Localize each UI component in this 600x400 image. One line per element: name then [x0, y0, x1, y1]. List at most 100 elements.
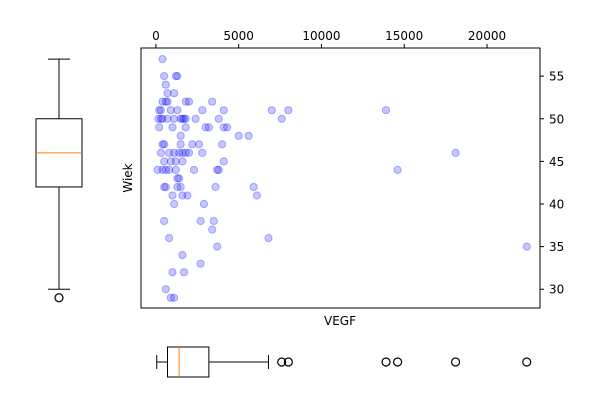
- scatter-point: [204, 123, 213, 132]
- scatter-point: [188, 140, 197, 149]
- scatter-point: [160, 182, 169, 192]
- scatter-point: [170, 293, 179, 302]
- scatter-point: [176, 140, 185, 149]
- outlier-point: [522, 357, 532, 367]
- scatter-point: [161, 182, 170, 192]
- scatter-point: [160, 157, 169, 166]
- scatter-point: [176, 131, 185, 140]
- scatter-point: [181, 123, 190, 132]
- scatter-point: [181, 114, 190, 123]
- x-tick-label: 5000: [223, 29, 254, 43]
- scatter-point: [189, 165, 199, 174]
- scatter-point: [183, 191, 192, 200]
- scatter-point: [179, 114, 189, 123]
- scatter-point: [381, 106, 391, 115]
- scatter-point: [178, 251, 187, 260]
- scatter-point: [175, 148, 184, 157]
- scatter-point: [393, 165, 402, 174]
- scatter-point: [173, 182, 182, 192]
- scatter-point: [252, 191, 261, 200]
- x-tick-label: 10000: [302, 29, 340, 43]
- scatter-point: [170, 114, 179, 123]
- scatter-point: [178, 114, 187, 123]
- scatter-point: [219, 106, 228, 115]
- scatter-point: [178, 148, 187, 157]
- scatter-point: [522, 242, 531, 251]
- scatter-point: [184, 148, 194, 157]
- scatter-point: [194, 140, 203, 149]
- scatter-point: [198, 106, 207, 115]
- scatter-point: [223, 123, 232, 132]
- y-tick-label: 50: [549, 112, 564, 126]
- x-tick-label: 15000: [385, 29, 423, 43]
- scatter-point: [219, 157, 228, 166]
- scatter-point: [158, 114, 167, 123]
- scatter-point: [161, 80, 170, 89]
- scatter-point: [179, 268, 189, 277]
- scatter-point: [176, 114, 185, 123]
- scatter-point: [267, 106, 276, 115]
- x-axis-label: VEGF: [324, 314, 356, 328]
- scatter-point: [170, 148, 179, 157]
- scatter-point: [198, 148, 207, 157]
- scatter-point: [181, 148, 190, 157]
- scatter-point: [178, 191, 187, 200]
- scatter-point: [176, 182, 185, 192]
- scatter-point: [218, 140, 227, 149]
- scatter-point: [181, 97, 190, 106]
- scatter-point: [160, 140, 169, 149]
- scatter-point: [165, 148, 174, 157]
- scatter-point: [191, 114, 200, 123]
- scatter-point: [171, 165, 180, 174]
- scatter-point: [153, 165, 162, 174]
- scatter-point: [170, 199, 179, 209]
- outlier-point: [381, 357, 391, 367]
- outlier-point: [450, 357, 461, 367]
- scatter-point: [170, 89, 179, 98]
- scatter-point: [156, 148, 165, 157]
- scatter-point: [196, 216, 205, 226]
- scatter-point: [213, 242, 222, 251]
- scatter-point: [214, 114, 223, 123]
- scatter-point: [234, 131, 243, 140]
- scatter-point: [209, 216, 218, 226]
- scatter-point: [158, 97, 167, 106]
- scatter-point: [201, 123, 210, 132]
- scatter-point: [166, 293, 175, 302]
- x-axis-ticks: 0 5000 10000 15000 20000: [152, 29, 506, 48]
- scatter-point: [154, 114, 163, 123]
- outlier-point: [277, 357, 287, 367]
- scatter-point: [166, 106, 175, 115]
- scatter-point: [158, 165, 167, 174]
- y-tick-label: 30: [549, 283, 564, 297]
- x-tick-label: 0: [152, 29, 160, 43]
- scatter-point: [196, 259, 205, 268]
- scatter-point: [161, 97, 170, 106]
- scatter-point: [173, 106, 182, 115]
- outlier-point: [393, 357, 403, 367]
- y-axis-ticks: 30 35 40 45 50 55: [540, 70, 564, 297]
- y-tick-label: 55: [549, 70, 564, 84]
- scatter-point: [165, 234, 174, 243]
- scatter-point: [156, 114, 165, 123]
- scatter-point: [219, 123, 228, 132]
- scatter-point: [208, 225, 217, 234]
- vegf-boxplot: [156, 346, 532, 378]
- y-tick-label: 45: [549, 155, 564, 169]
- scatter-point: [160, 72, 169, 81]
- scatter-point: [184, 97, 194, 106]
- scatter-point: [158, 140, 167, 149]
- scatter-point: [161, 285, 170, 294]
- scatter-point: [211, 182, 220, 192]
- scatter-point: [264, 234, 273, 243]
- scatter-point: [451, 148, 460, 157]
- scatter-point: [163, 114, 172, 123]
- scatter-point: [249, 182, 258, 192]
- scatter-point: [175, 174, 184, 183]
- scatter-point: [166, 157, 175, 166]
- y-axis-label: Wiek: [121, 163, 135, 192]
- scatter-point: [168, 123, 177, 132]
- outlier-point: [283, 357, 293, 367]
- x-tick-label: 20000: [468, 29, 506, 43]
